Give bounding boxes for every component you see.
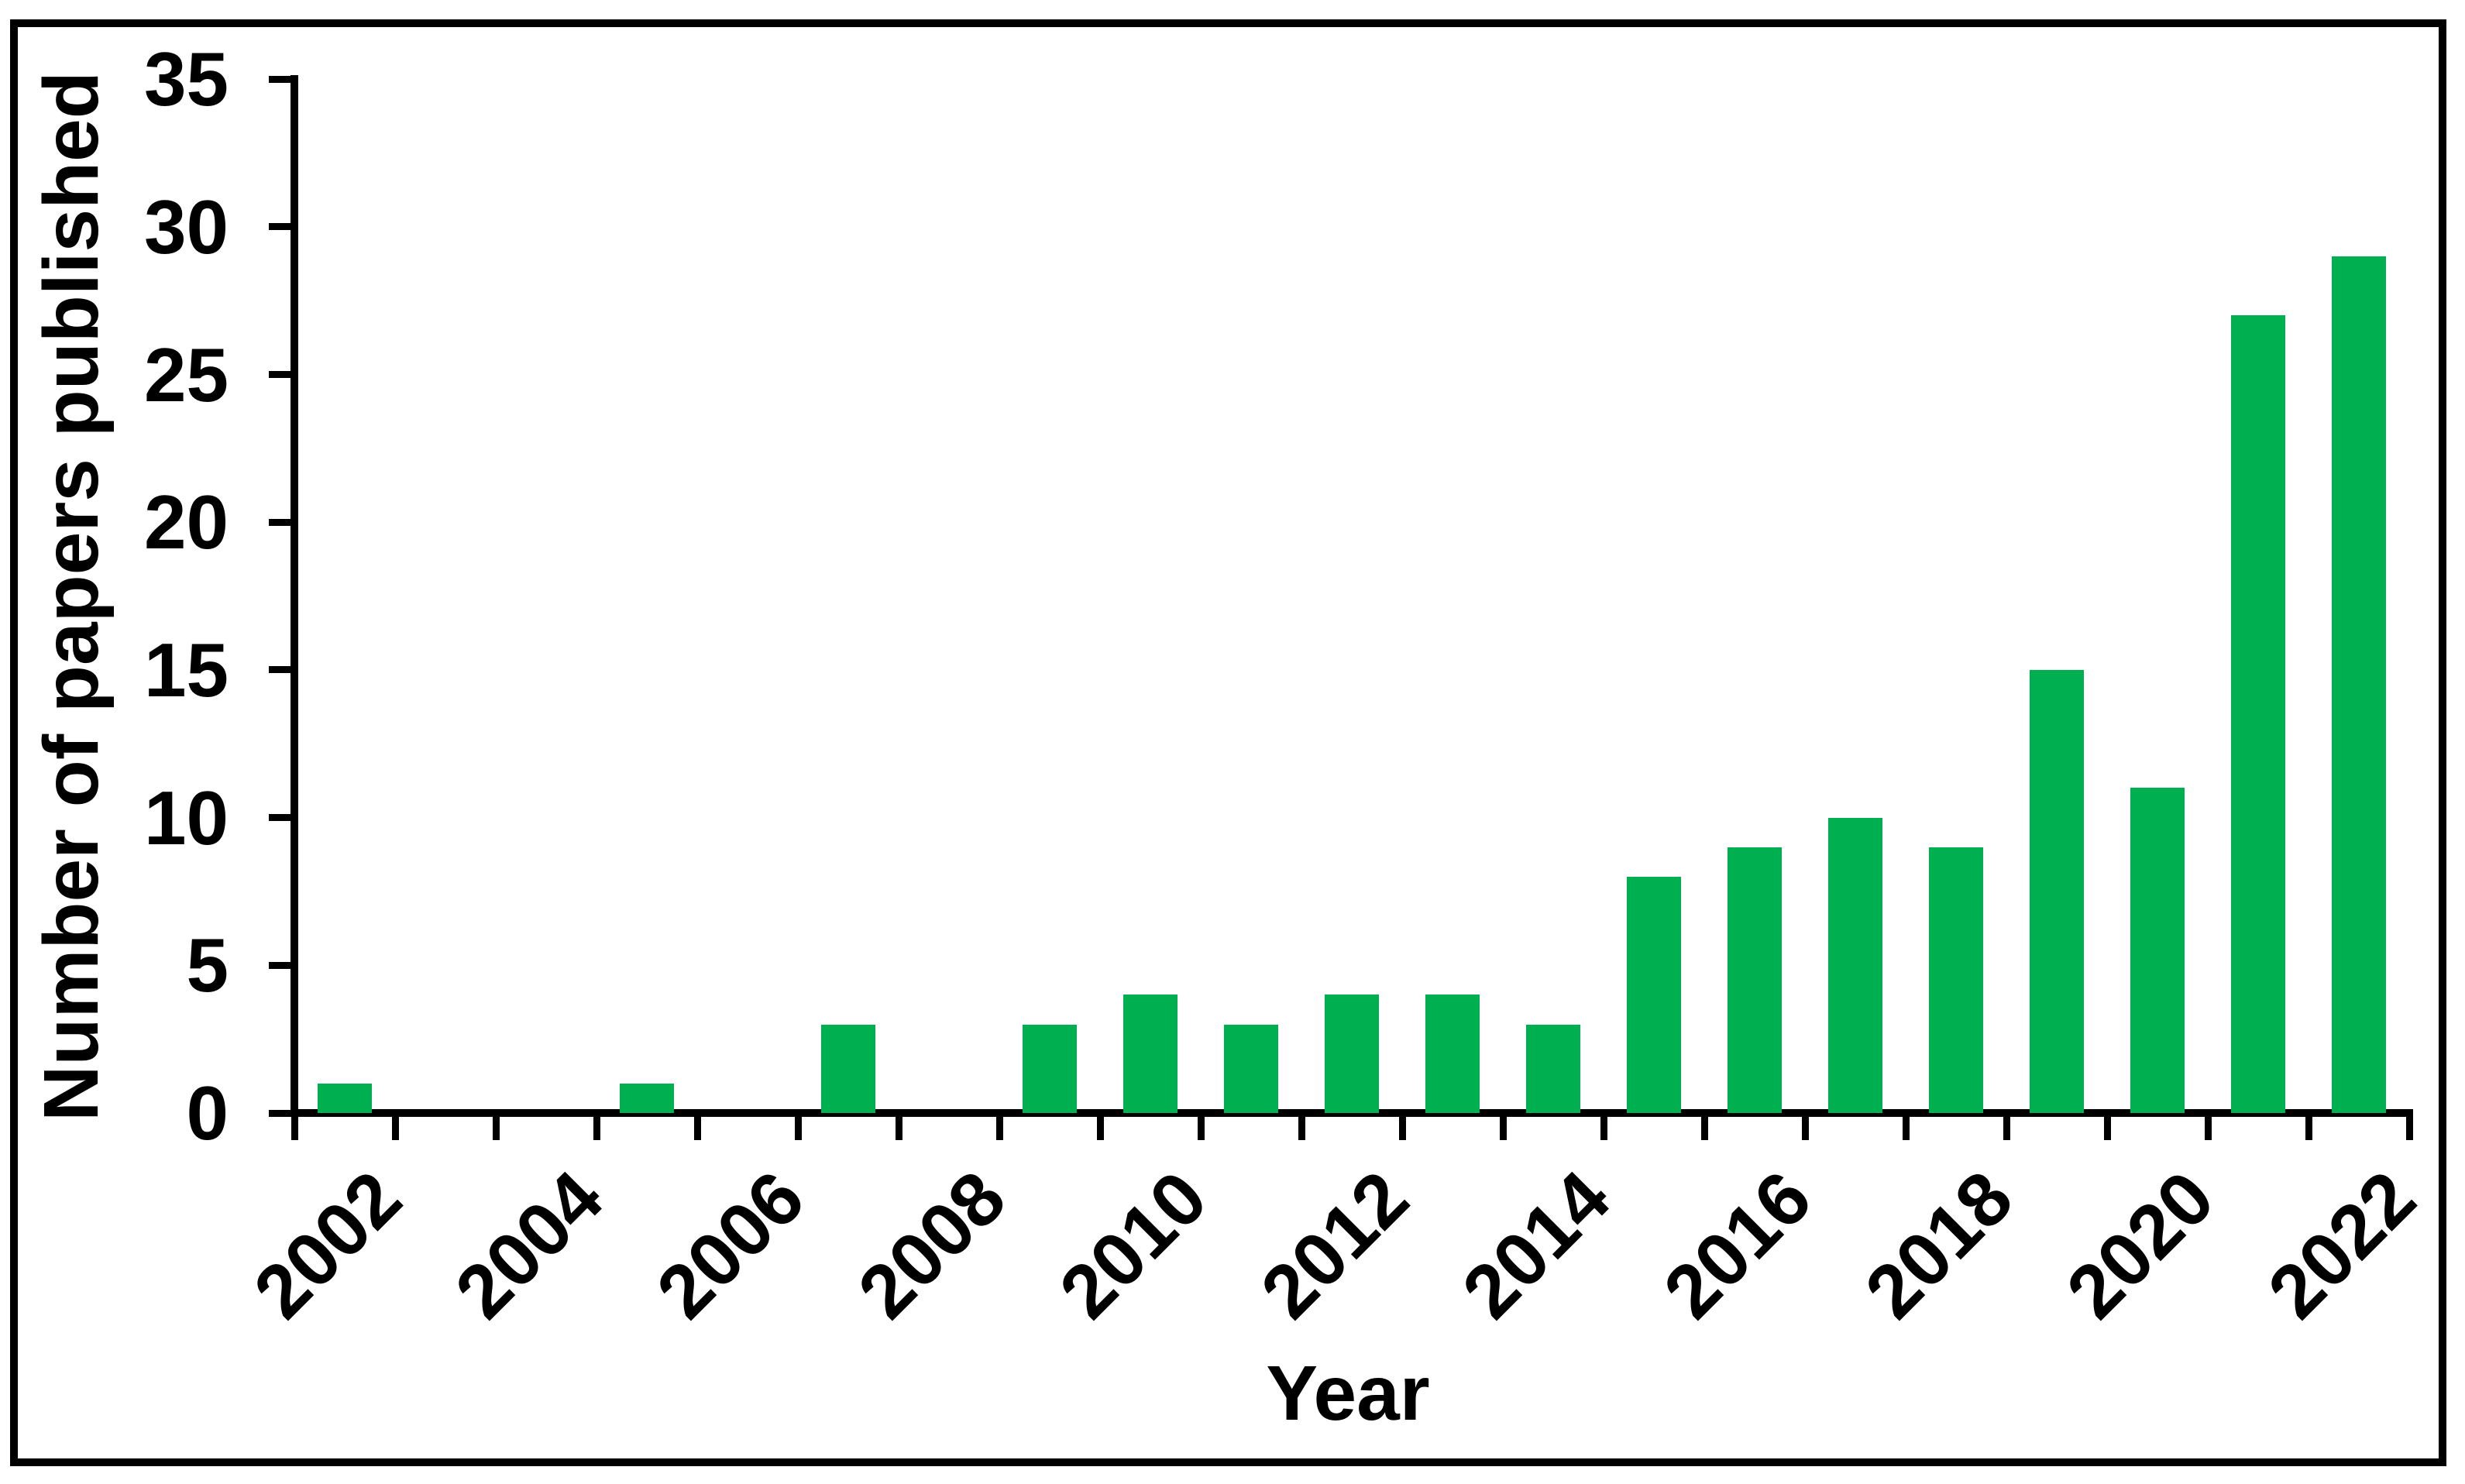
y-tick-label-10: 10 bbox=[143, 775, 229, 861]
y-tick-label-15: 15 bbox=[143, 627, 229, 713]
y-tick-label-5: 5 bbox=[186, 922, 229, 1008]
y-tick-25 bbox=[269, 371, 291, 378]
x-axis-line bbox=[291, 1109, 2413, 1117]
x-tick bbox=[895, 1109, 902, 1140]
y-tick-30 bbox=[269, 223, 291, 231]
bar-2014 bbox=[1526, 1024, 1580, 1113]
x-tick bbox=[1499, 1109, 1507, 1140]
bar-2012 bbox=[1325, 994, 1379, 1113]
x-tick bbox=[593, 1109, 600, 1140]
bar-2016 bbox=[1728, 847, 1782, 1113]
bar-2020 bbox=[2130, 788, 2185, 1113]
y-tick-35 bbox=[269, 75, 291, 83]
y-tick-10 bbox=[269, 814, 291, 822]
x-tick bbox=[2405, 1109, 2413, 1140]
y-tick-label-20: 20 bbox=[143, 479, 229, 565]
y-tick-label-0: 0 bbox=[186, 1070, 229, 1156]
bar-2013 bbox=[1425, 994, 1480, 1113]
x-tick bbox=[995, 1109, 1003, 1140]
bar-2021 bbox=[2231, 315, 2285, 1113]
x-tick bbox=[291, 1109, 298, 1140]
y-tick-20 bbox=[269, 518, 291, 526]
x-axis-title: Year bbox=[1266, 1350, 1430, 1437]
y-tick-label-35: 35 bbox=[143, 36, 229, 122]
x-tick bbox=[2103, 1109, 2111, 1140]
bar-2018 bbox=[1929, 847, 1983, 1113]
x-tick bbox=[1801, 1109, 1809, 1140]
x-tick bbox=[1600, 1109, 1607, 1140]
x-tick bbox=[1398, 1109, 1406, 1140]
x-tick bbox=[794, 1109, 802, 1140]
x-tick bbox=[1197, 1109, 1205, 1140]
x-tick bbox=[391, 1109, 399, 1140]
y-axis-title: Number of papers published bbox=[28, 71, 115, 1122]
y-tick-label-25: 25 bbox=[143, 331, 229, 417]
bar-2017 bbox=[1828, 817, 1882, 1113]
y-axis-line bbox=[291, 75, 298, 1117]
bar-2022 bbox=[2332, 256, 2386, 1113]
bar-2015 bbox=[1627, 876, 1681, 1113]
bar-2019 bbox=[2030, 669, 2084, 1113]
y-tick-15 bbox=[269, 666, 291, 674]
bar-2005 bbox=[620, 1083, 674, 1113]
x-tick bbox=[1700, 1109, 1708, 1140]
y-tick-label-30: 30 bbox=[143, 184, 229, 270]
y-tick-0 bbox=[269, 1109, 291, 1117]
x-tick bbox=[2305, 1109, 2312, 1140]
x-tick bbox=[693, 1109, 701, 1140]
bar-2007 bbox=[821, 1024, 875, 1113]
bar-2009 bbox=[1023, 1024, 1077, 1113]
x-tick bbox=[2003, 1109, 2010, 1140]
x-tick bbox=[1096, 1109, 1104, 1140]
bar-2010 bbox=[1123, 994, 1177, 1113]
x-tick bbox=[1902, 1109, 1910, 1140]
bar-2002 bbox=[318, 1083, 372, 1113]
y-tick-5 bbox=[269, 961, 291, 969]
x-tick bbox=[1298, 1109, 1305, 1140]
x-tick bbox=[492, 1109, 500, 1140]
bar-2011 bbox=[1224, 1024, 1278, 1113]
x-tick bbox=[2204, 1109, 2212, 1140]
